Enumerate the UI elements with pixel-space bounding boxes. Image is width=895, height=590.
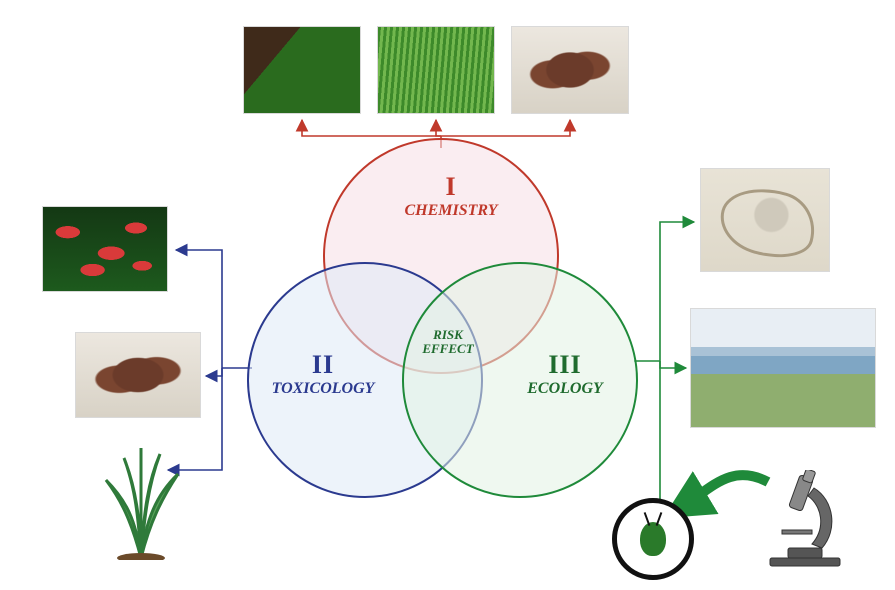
- numeral-chemistry: I: [396, 172, 506, 202]
- thumb-wetland: [690, 308, 876, 428]
- thumb-grass: [377, 26, 495, 114]
- center-line1: RISK: [433, 327, 463, 342]
- label-risk-effect: RISK EFFECT: [418, 328, 478, 357]
- triad-diagram: { "canvas": { "width": 895, "height": 59…: [0, 0, 895, 590]
- thumb-bacteria: [42, 206, 168, 292]
- plant-illustration: [86, 440, 196, 560]
- label-toxicology: II TOXICOLOGY: [258, 350, 388, 398]
- petri-dish: [612, 498, 694, 580]
- numeral-ecology: III: [510, 350, 620, 380]
- label-ecology: III ECOLOGY: [510, 350, 620, 398]
- thumb-soil: [243, 26, 361, 114]
- name-toxicology: TOXICOLOGY: [258, 380, 388, 398]
- thumb-earthworm-left: [75, 332, 201, 418]
- center-line2: EFFECT: [422, 341, 473, 356]
- thumb-nematode: [700, 168, 830, 272]
- microscope-illustration: [760, 470, 850, 570]
- microbe-icon: [640, 522, 666, 556]
- microscope-arrow: [680, 475, 768, 508]
- numeral-toxicology: II: [258, 350, 388, 380]
- label-chemistry: I CHEMISTRY: [396, 172, 506, 220]
- thumb-earthworm-top: [511, 26, 629, 114]
- name-ecology: ECOLOGY: [510, 380, 620, 398]
- name-chemistry: CHEMISTRY: [396, 202, 506, 220]
